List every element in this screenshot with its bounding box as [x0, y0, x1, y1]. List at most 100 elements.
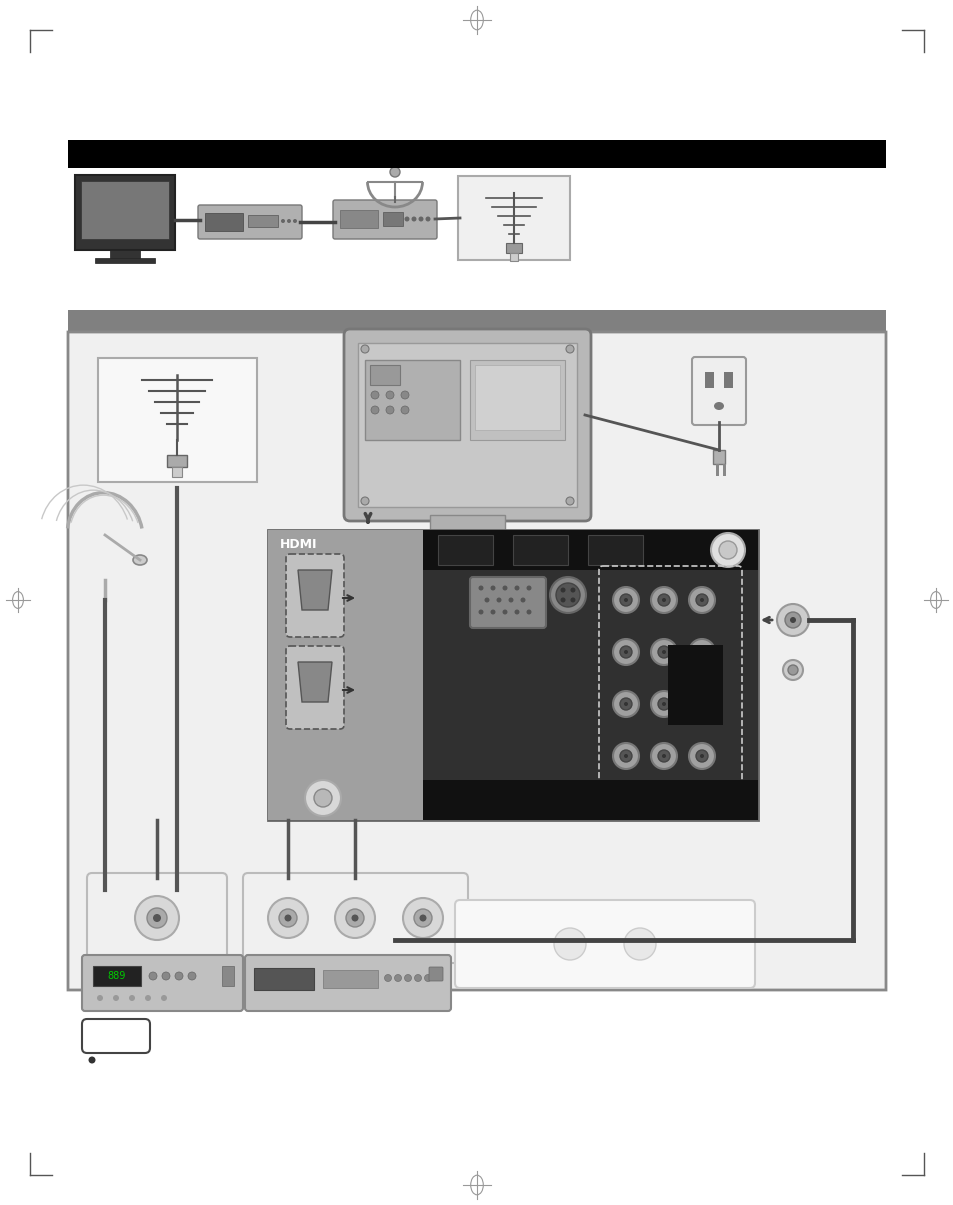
Ellipse shape	[713, 402, 723, 410]
Circle shape	[537, 786, 568, 818]
Circle shape	[688, 690, 714, 717]
Circle shape	[613, 639, 639, 665]
Bar	[704, 372, 713, 388]
Circle shape	[149, 972, 157, 980]
Bar	[81, 181, 169, 239]
Circle shape	[619, 594, 631, 606]
Bar	[422, 530, 758, 570]
Circle shape	[554, 928, 585, 960]
FancyBboxPatch shape	[333, 200, 436, 239]
Circle shape	[425, 217, 430, 222]
Circle shape	[623, 703, 627, 706]
Circle shape	[613, 587, 639, 613]
Circle shape	[390, 167, 399, 177]
Circle shape	[658, 594, 669, 606]
Circle shape	[658, 646, 669, 658]
Circle shape	[700, 598, 703, 602]
Circle shape	[784, 612, 801, 628]
Circle shape	[650, 587, 677, 613]
Circle shape	[560, 598, 565, 602]
Circle shape	[490, 610, 495, 615]
Circle shape	[112, 995, 119, 1001]
Circle shape	[371, 406, 378, 415]
Bar	[430, 515, 504, 533]
Circle shape	[384, 975, 391, 982]
Circle shape	[544, 794, 560, 810]
Circle shape	[782, 660, 802, 680]
Bar	[513, 535, 567, 565]
Circle shape	[360, 345, 369, 353]
Bar	[422, 780, 758, 819]
FancyBboxPatch shape	[457, 176, 569, 260]
Circle shape	[162, 972, 170, 980]
Ellipse shape	[132, 556, 147, 565]
FancyBboxPatch shape	[470, 577, 545, 628]
Circle shape	[484, 598, 489, 602]
Bar	[357, 343, 577, 507]
Circle shape	[710, 533, 744, 568]
FancyBboxPatch shape	[82, 1019, 150, 1053]
Circle shape	[514, 586, 519, 590]
Circle shape	[623, 598, 627, 602]
Circle shape	[400, 406, 409, 415]
Circle shape	[696, 698, 707, 710]
Circle shape	[386, 406, 394, 415]
Circle shape	[414, 909, 432, 927]
Bar	[716, 464, 719, 476]
Circle shape	[129, 995, 135, 1001]
Bar	[365, 360, 459, 440]
Bar	[75, 175, 174, 249]
Bar	[268, 530, 422, 819]
FancyBboxPatch shape	[198, 205, 302, 239]
FancyBboxPatch shape	[68, 333, 885, 991]
Circle shape	[390, 935, 399, 945]
Bar	[222, 966, 233, 986]
Circle shape	[490, 586, 495, 590]
Circle shape	[565, 496, 574, 505]
Circle shape	[661, 703, 665, 706]
Circle shape	[661, 649, 665, 654]
Circle shape	[351, 915, 358, 922]
Circle shape	[395, 975, 401, 982]
Circle shape	[382, 928, 407, 952]
Circle shape	[560, 588, 565, 593]
Circle shape	[526, 610, 531, 615]
Circle shape	[650, 743, 677, 769]
Circle shape	[565, 345, 574, 353]
Bar	[505, 243, 521, 253]
Bar	[92, 966, 141, 986]
Circle shape	[281, 219, 285, 223]
Circle shape	[135, 897, 179, 940]
Circle shape	[700, 754, 703, 758]
Circle shape	[335, 898, 375, 937]
Bar	[370, 365, 399, 386]
Circle shape	[508, 598, 513, 602]
Circle shape	[570, 588, 575, 593]
Circle shape	[386, 390, 394, 399]
Circle shape	[97, 995, 103, 1001]
Circle shape	[404, 217, 409, 222]
FancyBboxPatch shape	[98, 358, 256, 482]
Circle shape	[418, 217, 423, 222]
Polygon shape	[297, 570, 332, 610]
Circle shape	[688, 743, 714, 769]
Circle shape	[661, 754, 665, 758]
FancyBboxPatch shape	[429, 966, 442, 981]
Circle shape	[404, 975, 411, 982]
Bar	[470, 360, 564, 440]
Circle shape	[787, 665, 797, 675]
Circle shape	[688, 587, 714, 613]
FancyBboxPatch shape	[455, 900, 754, 988]
Bar	[68, 310, 885, 333]
Bar	[475, 365, 559, 430]
Bar	[510, 253, 517, 261]
Circle shape	[613, 743, 639, 769]
Circle shape	[520, 598, 525, 602]
Bar	[722, 464, 725, 476]
Circle shape	[619, 750, 631, 762]
Circle shape	[161, 995, 167, 1001]
Circle shape	[502, 586, 507, 590]
Circle shape	[478, 586, 483, 590]
FancyBboxPatch shape	[344, 329, 590, 521]
Circle shape	[550, 577, 585, 613]
